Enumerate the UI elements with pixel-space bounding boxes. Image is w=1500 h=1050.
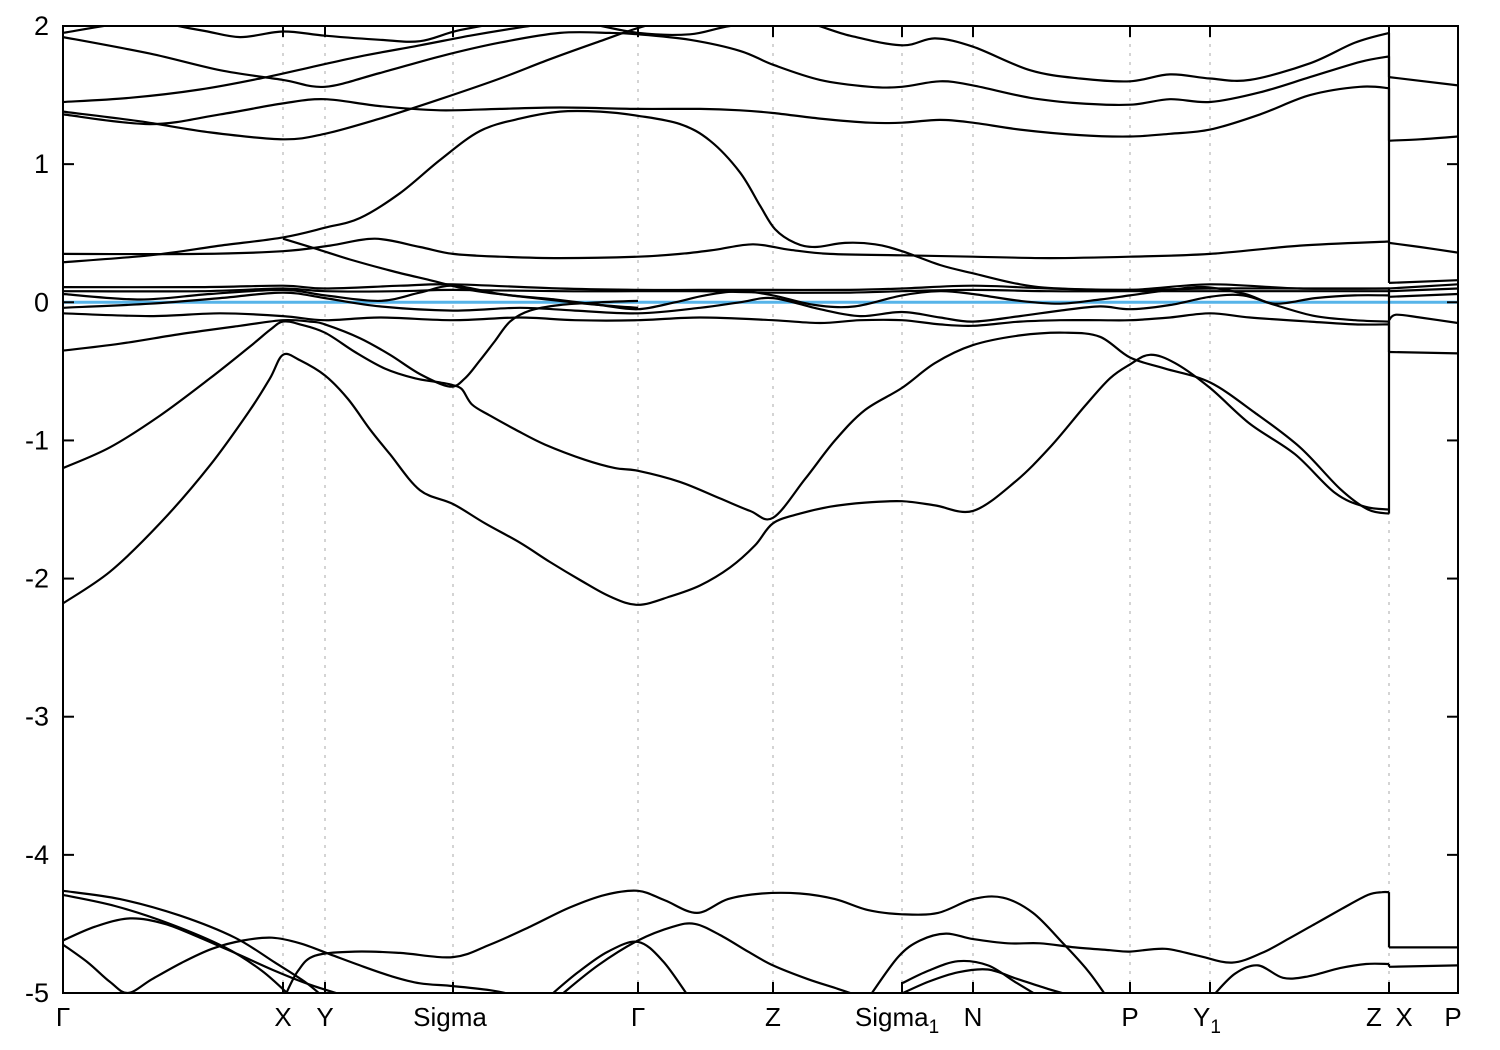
y-tick-label: -1 <box>25 425 49 455</box>
xp-band-04 <box>1388 279 1458 284</box>
y-tick-label: 0 <box>34 287 49 317</box>
band-23 <box>561 922 854 993</box>
xp-band-07 <box>1388 292 1458 298</box>
band-25 <box>901 959 1036 993</box>
y-tick-label: -4 <box>25 840 49 870</box>
kpoint-label-x: X <box>274 1002 291 1032</box>
band-27 <box>1214 962 1390 993</box>
band-18 <box>63 893 289 993</box>
y-tick-label: 2 <box>34 11 49 41</box>
band-01 <box>63 26 1390 83</box>
y-tick-label: -3 <box>25 702 49 732</box>
y-tick-label: -2 <box>25 564 49 594</box>
y-tick-label: 1 <box>34 149 49 179</box>
band-02 <box>63 31 1390 107</box>
kpoint-label-x: X <box>1395 1002 1412 1032</box>
kpoint-label-y1: Y1 <box>1193 1002 1221 1038</box>
band-15 <box>63 320 1390 521</box>
band-14 <box>63 299 639 388</box>
kpoint-label-y: Y <box>316 1002 333 1032</box>
band-07 <box>63 237 1390 260</box>
band-24 <box>870 890 1390 993</box>
band-09 <box>63 283 1390 292</box>
xp-band-08 <box>1388 313 1458 325</box>
band-06 <box>63 109 1389 292</box>
kpoint-label-sigma: Sigma <box>413 1002 487 1032</box>
band-26 <box>900 968 1067 993</box>
band-22 <box>551 940 688 993</box>
y-axis-labels: 2 1 0 -1 -2 -3 -4 -5 <box>25 11 49 1008</box>
band-13 <box>63 312 1390 327</box>
kpoint-label-z: Z <box>1366 1002 1382 1032</box>
kpoint-label-gamma: Γ <box>631 1002 645 1032</box>
band-11 <box>63 284 1390 311</box>
band-04 <box>63 26 650 141</box>
plot-border <box>62 25 1459 994</box>
kpoint-label-sigma1: Sigma1 <box>855 1002 939 1038</box>
xp-band-06 <box>1388 287 1458 293</box>
bands-layer <box>63 26 1458 993</box>
band-21 <box>285 889 1106 993</box>
ticks-layer <box>63 25 1458 994</box>
band-03 <box>63 26 538 104</box>
band-16 <box>63 352 1390 606</box>
kpoint-label-p: P <box>1121 1002 1138 1032</box>
kpoint-label-gamma: Γ <box>56 1002 70 1032</box>
xp-band-03 <box>1388 241 1458 254</box>
xp-band-02 <box>1388 135 1458 142</box>
band-19 <box>63 917 340 993</box>
xp-band-11 <box>1388 964 1458 968</box>
kpoint-label-z: Z <box>765 1002 781 1032</box>
band-20 <box>63 936 511 993</box>
band-12 <box>63 291 1390 323</box>
xp-band-01 <box>1388 76 1458 87</box>
kpoint-label-p: P <box>1444 1002 1461 1032</box>
y-tick-label: -5 <box>25 978 49 1008</box>
xp-band-05 <box>1388 283 1458 290</box>
band-05 <box>63 85 1390 138</box>
kpoint-labels: Γ X Y Sigma Γ Z Sigma1 N P Y1 Z X P <box>56 1002 1462 1038</box>
xp-band-09 <box>1388 350 1458 355</box>
kpoint-label-n: N <box>964 1002 983 1032</box>
